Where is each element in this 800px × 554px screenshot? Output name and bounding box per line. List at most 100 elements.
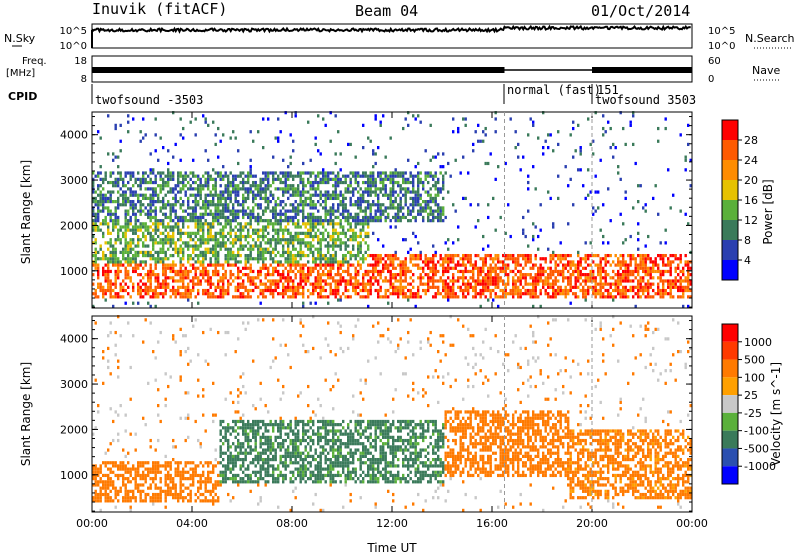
heatmap-cell [637, 282, 640, 286]
heatmap-cell [154, 263, 157, 267]
heatmap-cell [502, 260, 505, 264]
heatmap-cell [399, 285, 402, 289]
heatmap-cell [167, 174, 170, 178]
heatmap-cell [359, 231, 362, 235]
heatmap-cell [264, 171, 267, 175]
heatmap-cell [532, 263, 535, 267]
heatmap-cell [387, 257, 390, 261]
heatmap-cell [479, 266, 482, 270]
heatmap-cell [179, 285, 182, 289]
heatmap-cell [222, 225, 225, 229]
heatmap-cell [219, 263, 222, 267]
heatmap-cell [249, 187, 252, 191]
heatmap-cell [397, 279, 400, 283]
heatmap-cell [302, 199, 305, 204]
heatmap-cell [612, 295, 615, 299]
heatmap-cell [287, 171, 290, 175]
heatmap-cell [292, 288, 295, 293]
heatmap-cell [417, 196, 420, 201]
heatmap-cell [342, 203, 345, 207]
heatmap-cell [399, 199, 402, 204]
heatmap-cell [164, 193, 167, 197]
heatmap-cell [132, 266, 135, 270]
heatmap-cell [327, 234, 330, 239]
heatmap-cell [109, 442, 112, 446]
heatmap-cell [354, 282, 357, 286]
heatmap-cell [252, 209, 255, 213]
heatmap-cell [269, 279, 272, 283]
heatmap-cell [107, 228, 110, 232]
heatmap-cell [337, 234, 340, 239]
heatmap-cell [479, 279, 482, 283]
heatmap-cell [342, 212, 345, 216]
heatmap-cell [374, 114, 377, 118]
heatmap-cell [99, 492, 102, 497]
heatmap-cell [499, 260, 502, 264]
heatmap-cell [102, 266, 105, 270]
heatmap-cell [302, 279, 305, 283]
heatmap-cell [297, 285, 300, 289]
heatmap-cell [199, 263, 202, 267]
heatmap-cell [309, 184, 312, 188]
heatmap-cell [257, 244, 260, 248]
heatmap-cell [379, 295, 382, 299]
heatmap-cell [157, 193, 160, 197]
heatmap-cell [132, 496, 135, 500]
heatmap-cell [339, 244, 342, 248]
heatmap-cell [622, 288, 625, 293]
heatmap-cell [279, 228, 282, 232]
heatmap-cell [679, 295, 682, 299]
heatmap-cell [187, 174, 190, 178]
heatmap-cell [302, 171, 305, 175]
heatmap-cell [267, 219, 270, 223]
heatmap-cell [194, 212, 197, 216]
heatmap-cell [304, 184, 307, 188]
heatmap-cell [287, 177, 290, 181]
heatmap-cell [217, 209, 220, 213]
heatmap-cell [524, 288, 527, 293]
heatmap-cell [359, 266, 362, 270]
heatmap-cell [212, 222, 215, 226]
heatmap-cell [372, 273, 375, 277]
heatmap-cell [414, 117, 417, 121]
heatmap-cell [119, 285, 122, 289]
heatmap-cell [412, 285, 415, 289]
heatmap-cell [329, 238, 332, 242]
heatmap-cell [437, 206, 440, 210]
heatmap-cell [139, 492, 142, 497]
heatmap-cell [327, 301, 330, 305]
heatmap-cell [364, 209, 367, 213]
heatmap-cell [399, 219, 402, 223]
heatmap-cell [157, 276, 160, 280]
heatmap-cell [307, 295, 310, 299]
heatmap-cell [479, 292, 482, 296]
heatmap-cell [467, 253, 470, 258]
heatmap-cell [272, 279, 275, 283]
heatmap-cell [149, 196, 152, 201]
heatmap-cell [599, 158, 602, 162]
heatmap-cell [519, 253, 522, 258]
heatmap-cell [284, 219, 287, 223]
heatmap-cell [257, 212, 260, 216]
heatmap-cell [682, 304, 685, 308]
heatmap-cell [99, 288, 102, 293]
heatmap-cell [622, 276, 625, 280]
heatmap-cell [492, 266, 495, 270]
heatmap-cell [279, 222, 282, 226]
heatmap-cell [157, 171, 160, 175]
heatmap-cell [412, 273, 415, 277]
heatmap-cell [142, 473, 145, 478]
heatmap-cell [287, 215, 290, 220]
heatmap-cell [289, 250, 292, 255]
heatmap-cell [519, 263, 522, 267]
heatmap-cell [309, 196, 312, 201]
heatmap-cell [177, 288, 180, 293]
heatmap-cell [277, 282, 280, 286]
heatmap-cell [444, 215, 447, 220]
heatmap-cell [267, 171, 270, 175]
heatmap-cell [409, 257, 412, 261]
heatmap-cell [537, 136, 540, 140]
heatmap-cell [132, 174, 135, 178]
heatmap-cell [334, 161, 337, 166]
